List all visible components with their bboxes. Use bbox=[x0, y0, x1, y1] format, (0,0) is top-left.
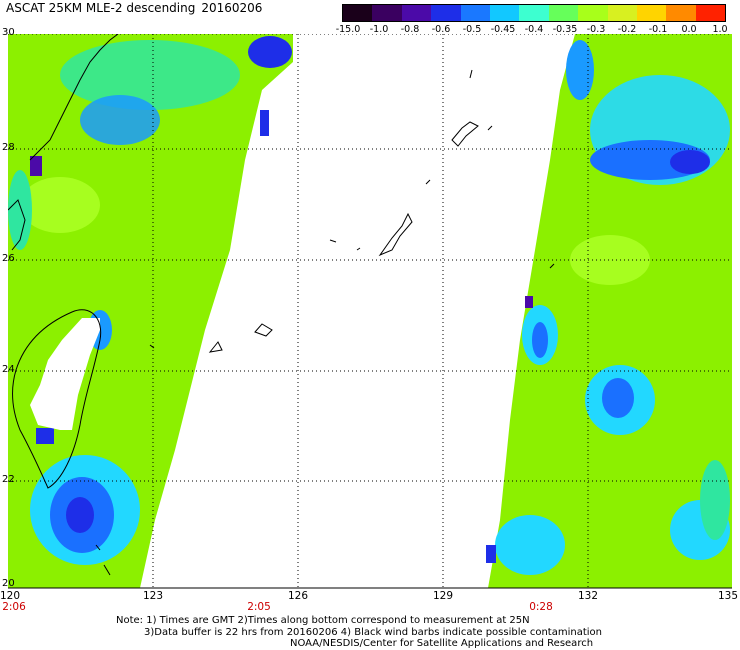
colorbar-segment bbox=[666, 5, 696, 21]
colorbar-tick-label: -1.0 bbox=[369, 24, 389, 35]
colorbar-tick-label: 1.0 bbox=[712, 24, 728, 35]
colorbar-segment bbox=[636, 5, 667, 21]
note-line-3: NOAA/NESDIS/Center for Satellite Applica… bbox=[290, 638, 594, 649]
colorbar-segment bbox=[401, 5, 432, 21]
yaeyama bbox=[208, 323, 273, 353]
lon-label-135: 135 bbox=[717, 590, 739, 602]
map-title: ASCAT 25KM MLE-2 descending 20160206 bbox=[6, 1, 262, 15]
colorbar-tick-label: -0.4 bbox=[524, 24, 544, 35]
lat-label-22: 22 bbox=[2, 474, 15, 485]
colorbar-segment bbox=[343, 5, 373, 21]
lat-label-24: 24 bbox=[2, 364, 15, 375]
colorbar-tick-label: -0.3 bbox=[586, 24, 606, 35]
islands-misc bbox=[95, 69, 555, 576]
lat-label-20: 20 bbox=[2, 578, 15, 589]
okinawa bbox=[378, 212, 413, 257]
lon-label-129: 129 bbox=[432, 590, 454, 602]
colorbar-tick-label: -0.8 bbox=[400, 24, 420, 35]
lon-label-123: 123 bbox=[142, 590, 164, 602]
product-title: ASCAT 25KM MLE-2 descending bbox=[6, 1, 196, 15]
pass-time-1: 2:06 bbox=[2, 601, 26, 613]
colorbar bbox=[342, 4, 726, 22]
lat-label-30: 30 bbox=[2, 27, 15, 38]
colorbar-segment bbox=[372, 5, 402, 21]
note-line-1: Note: 1) Times are GMT 2)Times along bot… bbox=[116, 615, 530, 626]
colorbar-tick-label: -0.6 bbox=[431, 24, 451, 35]
colorbar-tick-label: -0.45 bbox=[490, 24, 516, 35]
swath-left bbox=[8, 34, 293, 588]
graticule bbox=[8, 34, 732, 588]
amami bbox=[451, 121, 479, 147]
colorbar-segment bbox=[519, 5, 549, 21]
colorbar-segment bbox=[695, 5, 726, 21]
colorbar-segment bbox=[489, 5, 520, 21]
field-patches bbox=[8, 36, 730, 575]
colorbar-tick-label: -0.35 bbox=[552, 24, 578, 35]
lat-label-28: 28 bbox=[2, 142, 15, 153]
colorbar-tick-label: -0.1 bbox=[648, 24, 668, 35]
colorbar-segment bbox=[431, 5, 461, 21]
colorbar-tick-label: -15.0 bbox=[335, 24, 361, 35]
colorbar-tick-label: 0.0 bbox=[681, 24, 697, 35]
taiwan-blank bbox=[30, 318, 100, 430]
colorbar-segment bbox=[460, 5, 490, 21]
colorbar-segment bbox=[607, 5, 637, 21]
colorbar-segment bbox=[578, 5, 608, 21]
coastlines bbox=[8, 34, 555, 576]
title-date: 20160206 bbox=[201, 1, 263, 15]
lon-label-120: 120 bbox=[0, 590, 21, 602]
colorbar-tick-label: -0.2 bbox=[617, 24, 637, 35]
pass-time-2: 2:05 bbox=[247, 601, 271, 613]
lon-label-126: 126 bbox=[287, 590, 309, 602]
colorbar-tick-label: -0.5 bbox=[462, 24, 482, 35]
colorbar-segment bbox=[548, 5, 579, 21]
pass-time-3: 0:28 bbox=[529, 601, 553, 613]
china-coast bbox=[8, 34, 119, 251]
lon-label-132: 132 bbox=[577, 590, 599, 602]
note-line-2: 3)Data buffer is 22 hrs from 20160206 4)… bbox=[144, 627, 602, 638]
lat-label-26: 26 bbox=[2, 253, 15, 264]
taiwan-coast bbox=[12, 309, 102, 489]
